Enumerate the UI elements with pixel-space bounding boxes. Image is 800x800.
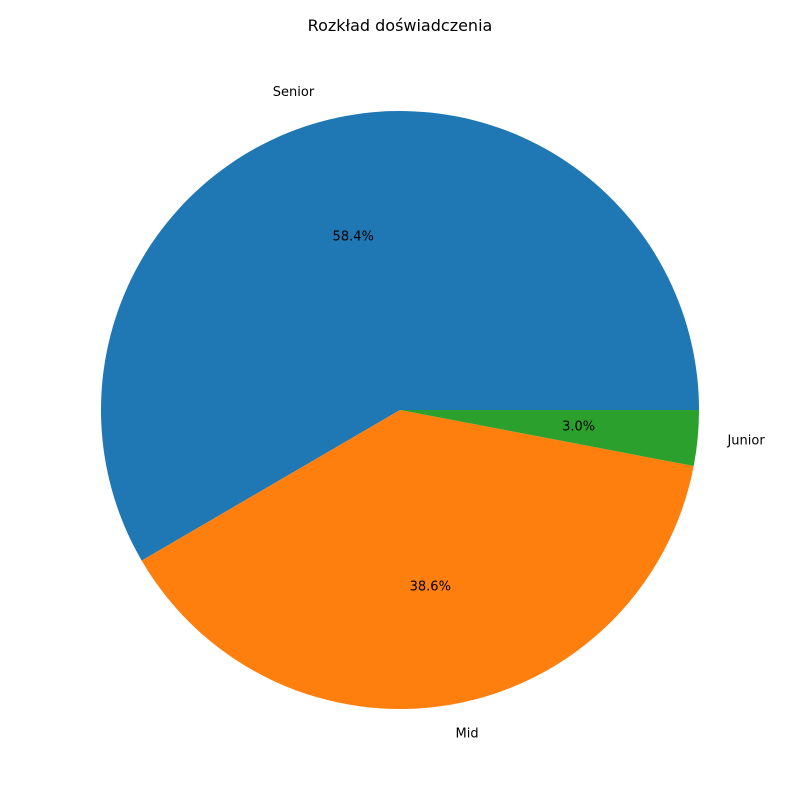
slice-label-junior: Junior <box>726 433 765 448</box>
pie-labels: Senior 58.4% Mid 38.6% Junior 3.0% <box>273 85 766 742</box>
pie-slices <box>101 110 699 709</box>
pie-slice-senior <box>101 110 699 561</box>
slice-percent-senior: 58.4% <box>333 229 374 244</box>
slice-label-senior: Senior <box>273 85 315 100</box>
pie-slice-mid <box>141 410 694 709</box>
slice-label-mid: Mid <box>456 727 479 742</box>
pie-slice-junior <box>400 410 699 467</box>
slice-percent-mid: 38.6% <box>410 579 451 594</box>
slice-percent-junior: 3.0% <box>562 419 595 434</box>
chart-title: Rozkład doświadczenia <box>308 16 493 35</box>
